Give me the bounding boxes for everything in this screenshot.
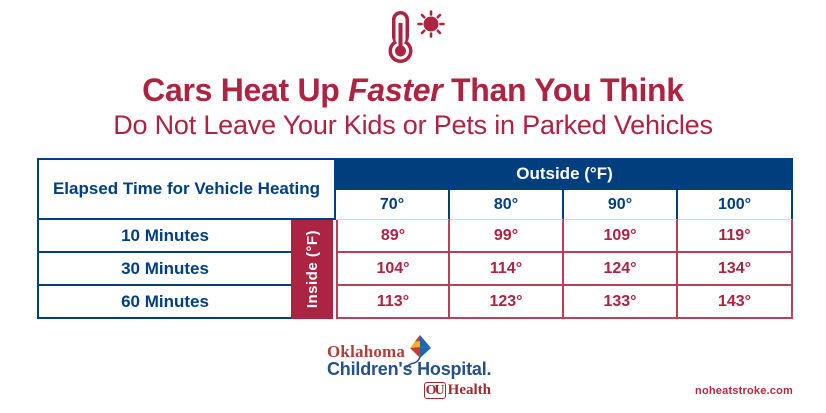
table-cell: 134° (678, 253, 793, 286)
table-cell: 123° (450, 286, 564, 319)
logo-childrens-hospital-text: Children's Hospital. (327, 359, 492, 379)
website-link[interactable]: noheatstroke.com (695, 385, 793, 397)
title-italic: Faster (348, 72, 443, 108)
page-title: Cars Heat Up Faster Than You Think (0, 72, 826, 109)
oklahoma-childrens-hospital-logo: Oklahoma Children's Hospital. OU Health (327, 334, 499, 400)
logo-oklahoma-text: Oklahoma (327, 342, 406, 361)
heat-table: Elapsed Time for Vehicle Heating Outside… (37, 158, 793, 319)
table-cell: 119° (678, 220, 793, 253)
table-cell: 89° (336, 220, 450, 253)
table-cell: 109° (564, 220, 678, 253)
logo-line-oklahoma: Oklahoma (327, 334, 499, 368)
table-cell: 99° (450, 220, 564, 253)
table-cell: 124° (564, 253, 678, 286)
outside-temp-header: Outside (°F) (336, 158, 793, 190)
row-label-60-minutes: 60 Minutes (37, 286, 291, 319)
ou-logo-mark: OU (423, 381, 446, 400)
row-label-10-minutes: 10 Minutes (37, 220, 291, 253)
table-cell: 114° (450, 253, 564, 286)
table-corner-header: Elapsed Time for Vehicle Heating (37, 158, 336, 220)
table-cell: 133° (564, 286, 678, 319)
inside-temp-band-bg: Inside (°F) (291, 220, 333, 319)
thermometer-sun-icon (374, 10, 452, 69)
title-post: Than You Think (442, 72, 684, 108)
outside-temp-80: 80° (450, 190, 564, 220)
title-pre: Cars Heat Up (142, 72, 349, 108)
table-cell: 143° (678, 286, 793, 319)
table-cell: 113° (336, 286, 450, 319)
page-subtitle: Do Not Leave Your Kids or Pets in Parked… (113, 110, 713, 140)
inside-temp-band: Inside (°F) (291, 220, 336, 319)
outside-temp-70: 70° (336, 190, 450, 220)
kite-icon (406, 335, 432, 368)
row-label-30-minutes: 30 Minutes (37, 253, 291, 286)
logo-ou-health: OU Health (327, 381, 499, 400)
table-cell: 104° (336, 253, 450, 286)
inside-temp-label: Inside (°F) (303, 230, 321, 309)
ou-health-text: Health (447, 381, 491, 398)
outside-temp-100: 100° (678, 190, 793, 220)
outside-temp-90: 90° (564, 190, 678, 220)
